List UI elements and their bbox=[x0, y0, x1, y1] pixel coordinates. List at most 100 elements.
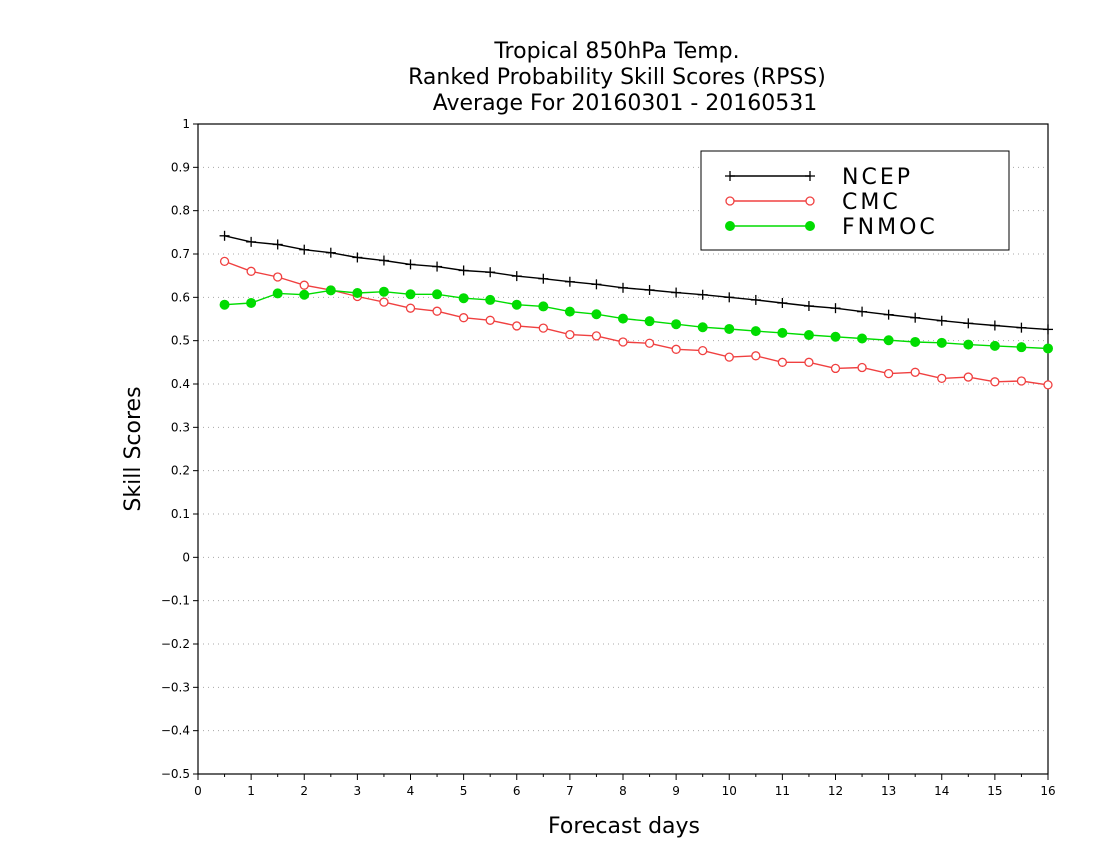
legend-item-cmc: CMC bbox=[725, 190, 901, 215]
data-point bbox=[830, 331, 841, 342]
data-point bbox=[538, 301, 549, 312]
data-point bbox=[485, 267, 496, 278]
axes: −0.5 −0.4 −0.3 −0.2 −0.1 0 0.1 0.2 0.3 0.4 0.5 0.6 0… bbox=[161, 117, 1056, 798]
data-point bbox=[1016, 376, 1027, 386]
data-point bbox=[379, 297, 389, 307]
y-tick-label: 0.3 bbox=[171, 420, 190, 434]
data-point bbox=[246, 266, 256, 276]
data-point bbox=[432, 261, 443, 272]
y-tick-label: 0.6 bbox=[171, 290, 190, 304]
data-point bbox=[511, 299, 522, 310]
x-tick-label: 6 bbox=[513, 784, 521, 798]
data-point bbox=[1043, 324, 1053, 335]
data-point bbox=[857, 362, 867, 373]
data-point bbox=[644, 316, 655, 327]
data-point bbox=[564, 306, 575, 317]
data-point bbox=[698, 345, 708, 356]
data-point bbox=[352, 288, 363, 298]
x-tick-label: 11 bbox=[775, 784, 790, 798]
data-point bbox=[750, 326, 761, 337]
legend-item-fnmoc: FNMOC bbox=[725, 215, 935, 240]
data-point bbox=[1043, 343, 1053, 354]
data-point bbox=[564, 276, 575, 287]
series-fnmoc bbox=[219, 285, 1053, 354]
data-point bbox=[378, 286, 389, 297]
data-point bbox=[299, 280, 309, 290]
data-point bbox=[325, 247, 336, 258]
data-point bbox=[697, 289, 708, 300]
x-tick-label: 10 bbox=[722, 784, 737, 798]
data-point bbox=[591, 331, 602, 341]
y-tick-label: −0.2 bbox=[161, 637, 190, 651]
data-point bbox=[805, 196, 815, 206]
legend-label-cmc: CMC bbox=[842, 190, 901, 215]
data-point bbox=[272, 288, 283, 299]
data-point bbox=[432, 289, 443, 300]
data-point bbox=[511, 271, 522, 282]
data-point bbox=[725, 196, 735, 206]
data-point bbox=[777, 357, 788, 367]
y-tick-label: 0 bbox=[182, 550, 190, 564]
data-point bbox=[751, 351, 761, 361]
data-point bbox=[432, 306, 442, 316]
y-tick-label: 0.9 bbox=[171, 160, 190, 174]
y-tick-label: −0.4 bbox=[161, 724, 190, 738]
data-point bbox=[724, 323, 735, 334]
data-point bbox=[618, 337, 628, 347]
y-tick-label: 0.5 bbox=[171, 334, 190, 348]
data-point bbox=[272, 239, 283, 250]
data-point bbox=[671, 344, 681, 354]
y-tick-label: 0.1 bbox=[171, 507, 190, 521]
data-point bbox=[671, 287, 682, 298]
data-point bbox=[805, 221, 815, 231]
x-tick-label: 12 bbox=[828, 784, 843, 798]
series-cmc bbox=[219, 256, 1053, 390]
data-point bbox=[565, 329, 575, 340]
data-point bbox=[273, 272, 283, 282]
data-point bbox=[963, 318, 974, 329]
y-tick-label: 0.2 bbox=[171, 464, 190, 478]
data-point bbox=[883, 368, 894, 379]
data-point bbox=[618, 282, 628, 293]
data-point bbox=[803, 301, 814, 311]
data-point bbox=[724, 292, 735, 303]
data-point bbox=[989, 320, 1000, 331]
data-point bbox=[538, 323, 548, 333]
data-point bbox=[830, 363, 841, 374]
y-tick-label: −0.3 bbox=[161, 680, 190, 694]
data-point bbox=[1016, 322, 1027, 333]
data-point bbox=[512, 321, 522, 331]
data-point bbox=[963, 339, 974, 350]
series-ncep bbox=[219, 230, 1053, 335]
x-tick-label: 3 bbox=[354, 784, 362, 798]
data-point bbox=[1016, 342, 1027, 353]
data-point bbox=[857, 306, 868, 317]
data-point bbox=[725, 221, 735, 231]
data-point bbox=[857, 333, 868, 344]
x-tick-label: 4 bbox=[407, 784, 415, 798]
data-point bbox=[299, 289, 310, 300]
data-point bbox=[697, 322, 708, 333]
data-point bbox=[219, 230, 230, 241]
data-point bbox=[458, 265, 469, 276]
data-point bbox=[777, 327, 788, 338]
chart-title-line-3: Average For 20160301 - 20160531 bbox=[433, 91, 818, 116]
x-tick-label: 16 bbox=[1040, 784, 1055, 798]
data-point bbox=[830, 303, 841, 314]
data-point bbox=[219, 299, 230, 310]
data-point bbox=[591, 279, 602, 290]
data-point bbox=[246, 236, 257, 247]
data-point bbox=[485, 294, 496, 305]
data-point bbox=[883, 335, 894, 346]
data-point bbox=[777, 297, 788, 308]
series-line-cmc bbox=[224, 260, 1049, 386]
data-point bbox=[910, 336, 921, 347]
x-tick-label: 2 bbox=[300, 784, 308, 798]
data-point bbox=[671, 319, 682, 330]
series-area bbox=[219, 230, 1053, 390]
data-point bbox=[910, 312, 921, 323]
x-tick-label: 15 bbox=[987, 784, 1002, 798]
data-point bbox=[538, 273, 549, 284]
